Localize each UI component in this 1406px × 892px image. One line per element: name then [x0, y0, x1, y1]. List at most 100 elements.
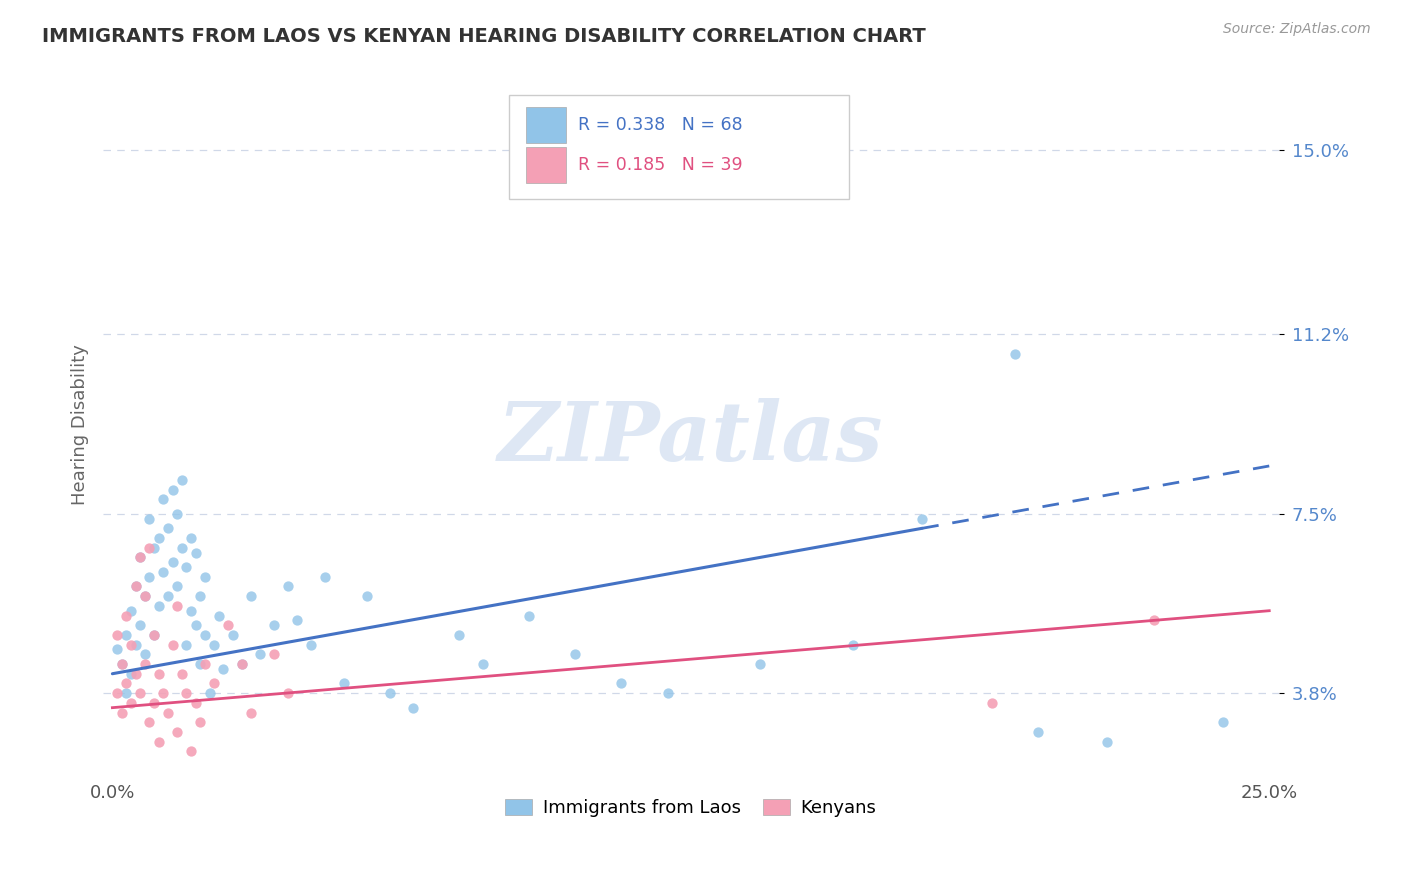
Point [143, 541, 166, 555]
Point [115, 608, 138, 623]
FancyBboxPatch shape [509, 95, 849, 199]
Point [198, 686, 221, 700]
Point [120, 666, 142, 681]
Point [166, 725, 188, 739]
Point [222, 628, 245, 642]
Point [162, 483, 184, 497]
Point [166, 507, 188, 521]
Point [277, 686, 299, 700]
Point [180, 744, 202, 758]
Point [1097, 734, 1119, 748]
Point [184, 545, 207, 559]
Point [471, 657, 494, 671]
Point [517, 608, 540, 623]
Point [120, 696, 142, 710]
Point [156, 589, 179, 603]
Point [166, 599, 188, 613]
Point [134, 589, 156, 603]
Point [115, 686, 138, 700]
Point [287, 614, 309, 628]
Point [162, 555, 184, 569]
Point [231, 657, 253, 671]
Y-axis label: Hearing Disability: Hearing Disability [72, 343, 89, 505]
Point [1142, 614, 1164, 628]
Point [176, 686, 198, 700]
Point [105, 628, 128, 642]
Point [249, 648, 271, 662]
Point [749, 657, 772, 671]
Point [148, 599, 170, 613]
Point [124, 579, 146, 593]
Point [129, 550, 152, 565]
Point [170, 666, 193, 681]
Point [657, 686, 679, 700]
Point [1004, 347, 1026, 361]
Point [152, 565, 174, 579]
Point [143, 696, 166, 710]
Point [208, 608, 231, 623]
Point [134, 648, 156, 662]
Point [449, 628, 471, 642]
Text: IMMIGRANTS FROM LAOS VS KENYAN HEARING DISABILITY CORRELATION CHART: IMMIGRANTS FROM LAOS VS KENYAN HEARING D… [42, 27, 927, 45]
Point [124, 666, 146, 681]
Point [1212, 715, 1234, 730]
Point [115, 628, 138, 642]
Point [842, 638, 865, 652]
Point [176, 560, 198, 574]
Text: R = 0.338   N = 68: R = 0.338 N = 68 [578, 116, 742, 134]
Point [129, 686, 152, 700]
Point [138, 511, 160, 525]
Point [194, 570, 217, 584]
Point [184, 696, 207, 710]
Point [610, 676, 633, 690]
Text: ZIPatlas: ZIPatlas [498, 398, 883, 478]
Point [402, 700, 425, 714]
Point [138, 541, 160, 555]
Point [202, 638, 225, 652]
Point [176, 638, 198, 652]
Point [148, 734, 170, 748]
Point [129, 618, 152, 632]
Point [180, 531, 202, 545]
Point [194, 628, 217, 642]
Point [212, 662, 235, 676]
Text: R = 0.185   N = 39: R = 0.185 N = 39 [578, 156, 742, 174]
Point [180, 604, 202, 618]
Point [162, 638, 184, 652]
Point [152, 492, 174, 507]
Point [378, 686, 401, 700]
Point [129, 550, 152, 565]
Point [170, 473, 193, 487]
Point [105, 642, 128, 657]
Point [217, 618, 239, 632]
Point [299, 638, 322, 652]
Point [980, 696, 1002, 710]
Point [156, 706, 179, 720]
Point [194, 657, 217, 671]
Point [143, 628, 166, 642]
Point [1026, 725, 1049, 739]
Point [134, 657, 156, 671]
Point [120, 638, 142, 652]
Legend: Immigrants from Laos, Kenyans: Immigrants from Laos, Kenyans [498, 791, 884, 824]
Point [105, 686, 128, 700]
Point [148, 531, 170, 545]
Point [148, 666, 170, 681]
Point [231, 657, 253, 671]
Point [188, 589, 211, 603]
Point [240, 706, 263, 720]
Point [124, 638, 146, 652]
Point [152, 686, 174, 700]
FancyBboxPatch shape [526, 147, 567, 183]
Point [263, 648, 285, 662]
Point [134, 589, 156, 603]
Point [240, 589, 263, 603]
Point [188, 657, 211, 671]
Point [156, 521, 179, 535]
Point [111, 706, 134, 720]
Point [263, 618, 285, 632]
Point [120, 604, 142, 618]
Point [124, 579, 146, 593]
Point [911, 511, 934, 525]
Text: Source: ZipAtlas.com: Source: ZipAtlas.com [1223, 22, 1371, 37]
